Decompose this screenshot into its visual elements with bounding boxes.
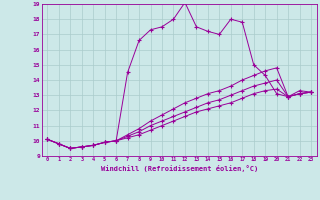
X-axis label: Windchill (Refroidissement éolien,°C): Windchill (Refroidissement éolien,°C) (100, 165, 258, 172)
